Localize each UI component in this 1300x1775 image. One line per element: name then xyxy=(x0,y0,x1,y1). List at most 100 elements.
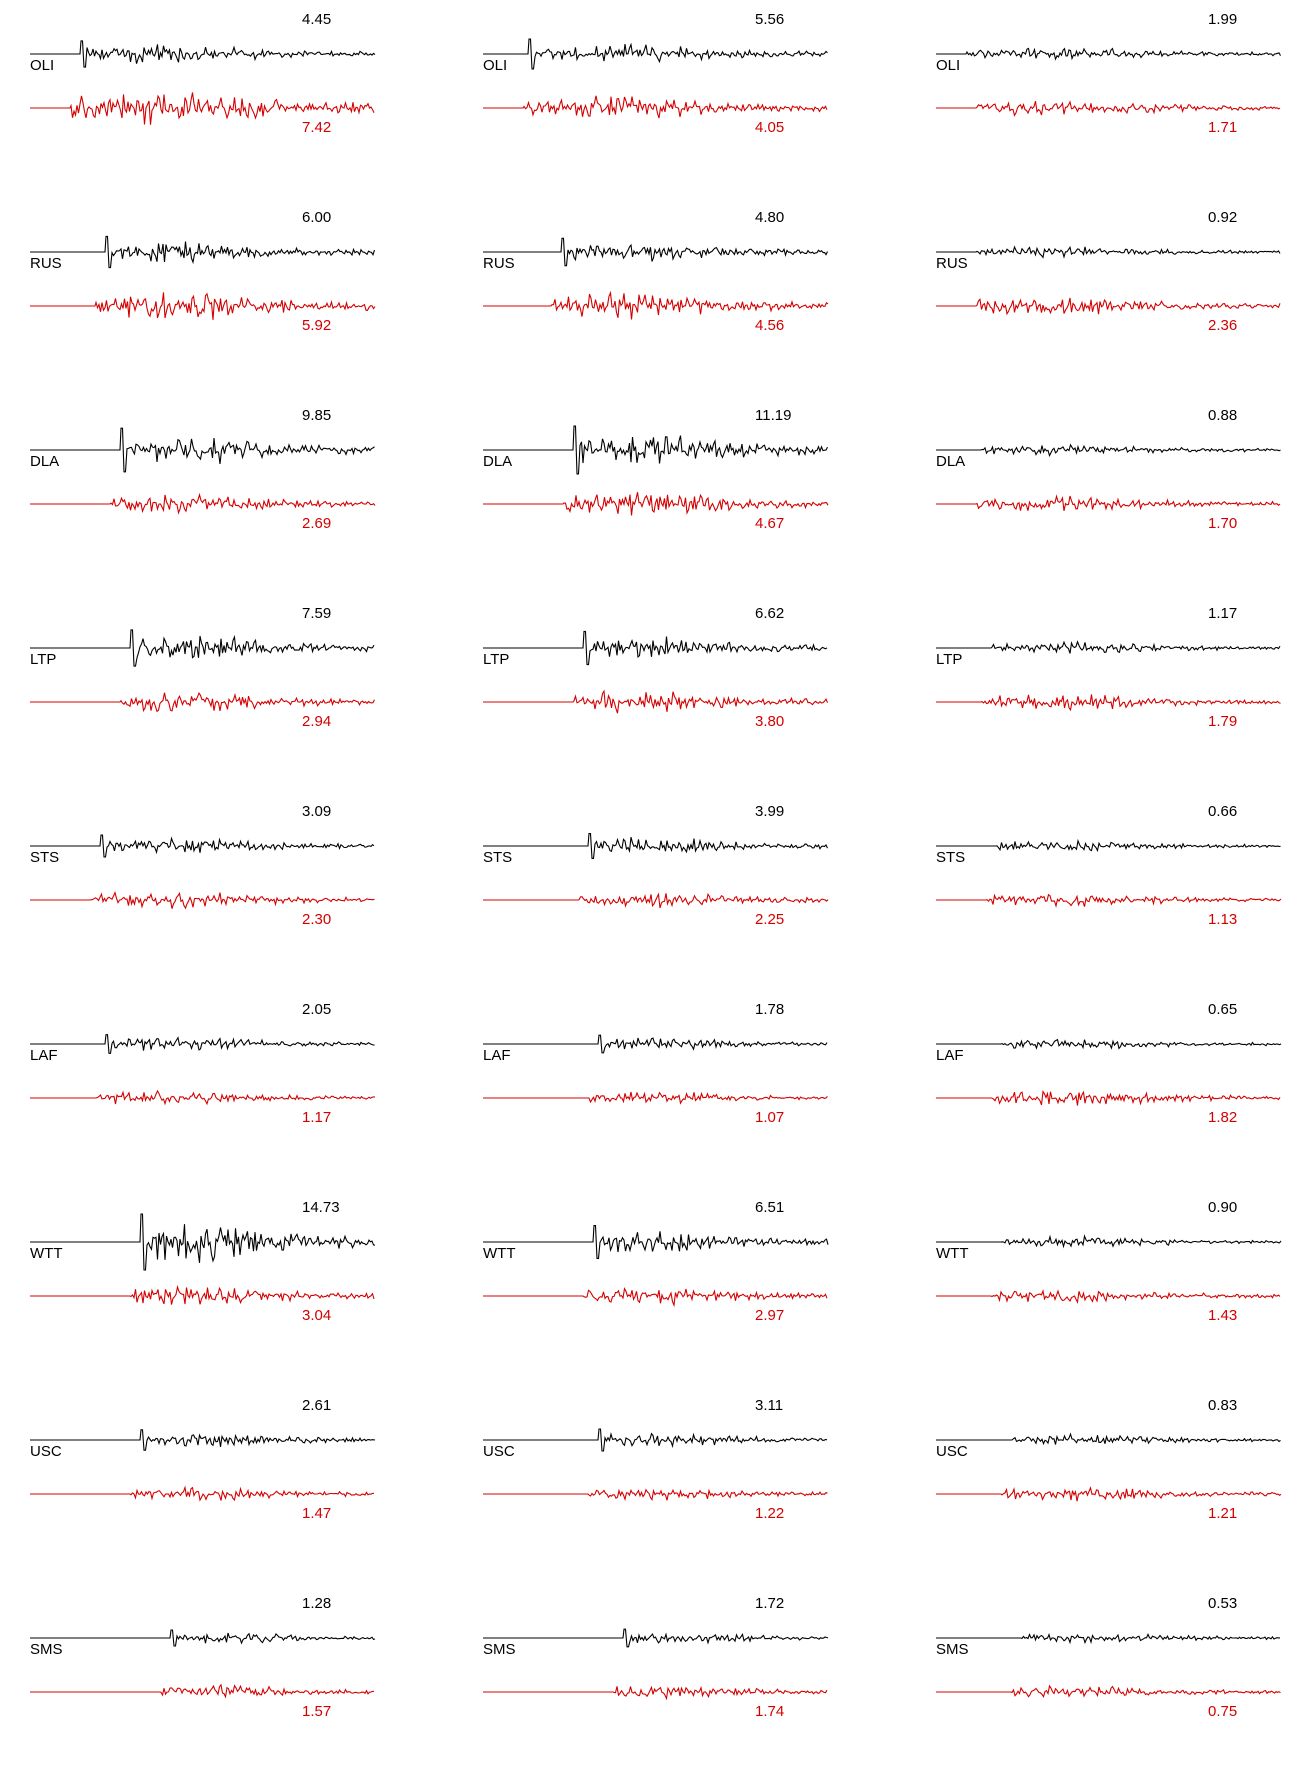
top-amplitude-label: 0.66 xyxy=(1208,803,1238,820)
seismogram-plot xyxy=(483,1428,828,1502)
bottom-amplitude-label: 1.13 xyxy=(1208,911,1238,928)
seismogram-plot xyxy=(936,640,1281,712)
waveform-bottom-trace xyxy=(936,893,1282,909)
seismogram-plot xyxy=(30,235,376,320)
station-label: DLA xyxy=(483,453,513,470)
seismogram-plot xyxy=(30,1629,376,1699)
waveform-top-trace xyxy=(483,833,828,859)
station-label: DLA xyxy=(30,453,60,470)
waveform-top-trace xyxy=(483,1034,828,1054)
seismogram-plot xyxy=(483,630,829,714)
top-amplitude-label: 4.45 xyxy=(302,11,332,28)
waveform-bottom-trace xyxy=(483,1488,828,1502)
waveform-top-trace xyxy=(30,1629,376,1647)
top-amplitude-label: 1.17 xyxy=(1208,605,1238,622)
bottom-amplitude-label: 2.69 xyxy=(302,515,332,532)
waveform-top-trace xyxy=(30,235,376,269)
waveform-top-trace xyxy=(936,1632,1280,1645)
waveform-bottom-trace xyxy=(936,494,1281,512)
top-amplitude-label: 0.88 xyxy=(1208,407,1238,424)
waveform-top-trace xyxy=(483,1428,828,1452)
seismogram-panel-usc-1: USC 2.61 1.47 xyxy=(30,1398,380,1548)
waveform-top-trace xyxy=(936,838,1281,853)
bottom-amplitude-label: 1.71 xyxy=(1208,119,1238,136)
station-label: OLI xyxy=(936,57,961,74)
top-amplitude-label: 0.53 xyxy=(1208,1595,1238,1612)
bottom-amplitude-label: 1.79 xyxy=(1208,713,1238,730)
station-label: WTT xyxy=(936,1245,969,1262)
bottom-amplitude-label: 1.22 xyxy=(755,1505,785,1522)
top-amplitude-label: 5.56 xyxy=(755,11,785,28)
waveform-bottom-trace xyxy=(483,290,829,320)
station-label: WTT xyxy=(30,1245,63,1262)
waveform-bottom-trace xyxy=(30,691,375,713)
top-amplitude-label: 14.73 xyxy=(302,1199,340,1216)
seismogram-plot xyxy=(483,38,828,119)
seismogram-plot xyxy=(30,834,375,910)
station-label: USC xyxy=(483,1443,515,1460)
bottom-amplitude-label: 2.25 xyxy=(755,911,785,928)
bottom-amplitude-label: 5.92 xyxy=(302,317,332,334)
waveform-top-trace xyxy=(30,834,375,858)
waveform-top-trace xyxy=(483,425,828,475)
top-amplitude-label: 3.99 xyxy=(755,803,785,820)
station-label: DLA xyxy=(936,453,966,470)
seismogram-panel-ltp-1: LTP 7.59 2.94 xyxy=(30,606,380,756)
seismogram-panel-laf-3: LAF 0.65 1.82 xyxy=(936,1002,1286,1152)
seismogram-panel-wtt-1: WTT 14.73 3.04 xyxy=(30,1200,380,1350)
waveform-bottom-trace xyxy=(936,1684,1281,1699)
waveform-top-trace xyxy=(936,1234,1282,1249)
station-label: OLI xyxy=(30,57,55,74)
bottom-amplitude-label: 1.43 xyxy=(1208,1307,1238,1324)
bottom-amplitude-label: 1.70 xyxy=(1208,515,1238,532)
bottom-amplitude-label: 2.30 xyxy=(302,911,332,928)
bottom-amplitude-label: 3.80 xyxy=(755,713,785,730)
waveform-bottom-trace xyxy=(936,1090,1281,1106)
seismogram-panel-oli-1: OLI 4.45 7.42 xyxy=(30,12,380,162)
waveform-bottom-trace xyxy=(936,1288,1281,1305)
seismogram-plot xyxy=(30,427,376,515)
waveform-top-trace xyxy=(30,1429,376,1451)
seismogram-plot xyxy=(483,833,829,909)
top-amplitude-label: 7.59 xyxy=(302,605,332,622)
bottom-amplitude-label: 1.47 xyxy=(302,1505,332,1522)
waveform-top-trace xyxy=(936,640,1281,654)
seismogram-plot xyxy=(30,40,376,125)
seismogram-plot xyxy=(936,245,1281,316)
bottom-amplitude-label: 2.94 xyxy=(302,713,332,730)
waveform-top-trace xyxy=(30,629,375,667)
station-label: WTT xyxy=(483,1245,516,1262)
station-label: SMS xyxy=(30,1641,63,1658)
station-label: LAF xyxy=(483,1047,511,1064)
top-amplitude-label: 1.99 xyxy=(1208,11,1238,28)
seismogram-plot xyxy=(936,1038,1282,1106)
top-amplitude-label: 4.80 xyxy=(755,209,785,226)
bottom-amplitude-label: 1.74 xyxy=(755,1703,785,1720)
seismogram-panel-laf-2: LAF 1.78 1.07 xyxy=(483,1002,833,1152)
top-amplitude-label: 6.51 xyxy=(755,1199,785,1216)
waveform-top-trace xyxy=(483,38,828,70)
bottom-amplitude-label: 7.42 xyxy=(302,119,332,136)
station-label: LAF xyxy=(936,1047,964,1064)
waveform-bottom-trace xyxy=(30,890,375,910)
seismogram-plot xyxy=(30,629,375,713)
seismogram-plot xyxy=(30,1429,376,1502)
waveform-bottom-trace xyxy=(483,1685,828,1701)
seismogram-panel-rus-1: RUS 6.00 5.92 xyxy=(30,210,380,360)
station-label: STS xyxy=(936,849,966,866)
waveform-bottom-trace xyxy=(30,492,376,515)
seismogram-panel-usc-2: USC 3.11 1.22 xyxy=(483,1398,833,1548)
station-label: USC xyxy=(936,1443,968,1460)
waveform-bottom-trace xyxy=(483,95,828,119)
bottom-amplitude-label: 4.05 xyxy=(755,119,785,136)
bottom-amplitude-label: 3.04 xyxy=(302,1307,332,1324)
waveform-bottom-trace xyxy=(30,1284,375,1305)
station-label: RUS xyxy=(30,255,62,272)
top-amplitude-label: 2.05 xyxy=(302,1001,332,1018)
seismogram-plot xyxy=(936,443,1281,512)
top-amplitude-label: 0.90 xyxy=(1208,1199,1238,1216)
station-label: LAF xyxy=(30,1047,58,1064)
bottom-amplitude-label: 1.57 xyxy=(302,1703,332,1720)
top-amplitude-label: 0.65 xyxy=(1208,1001,1238,1018)
bottom-amplitude-label: 1.82 xyxy=(1208,1109,1238,1126)
